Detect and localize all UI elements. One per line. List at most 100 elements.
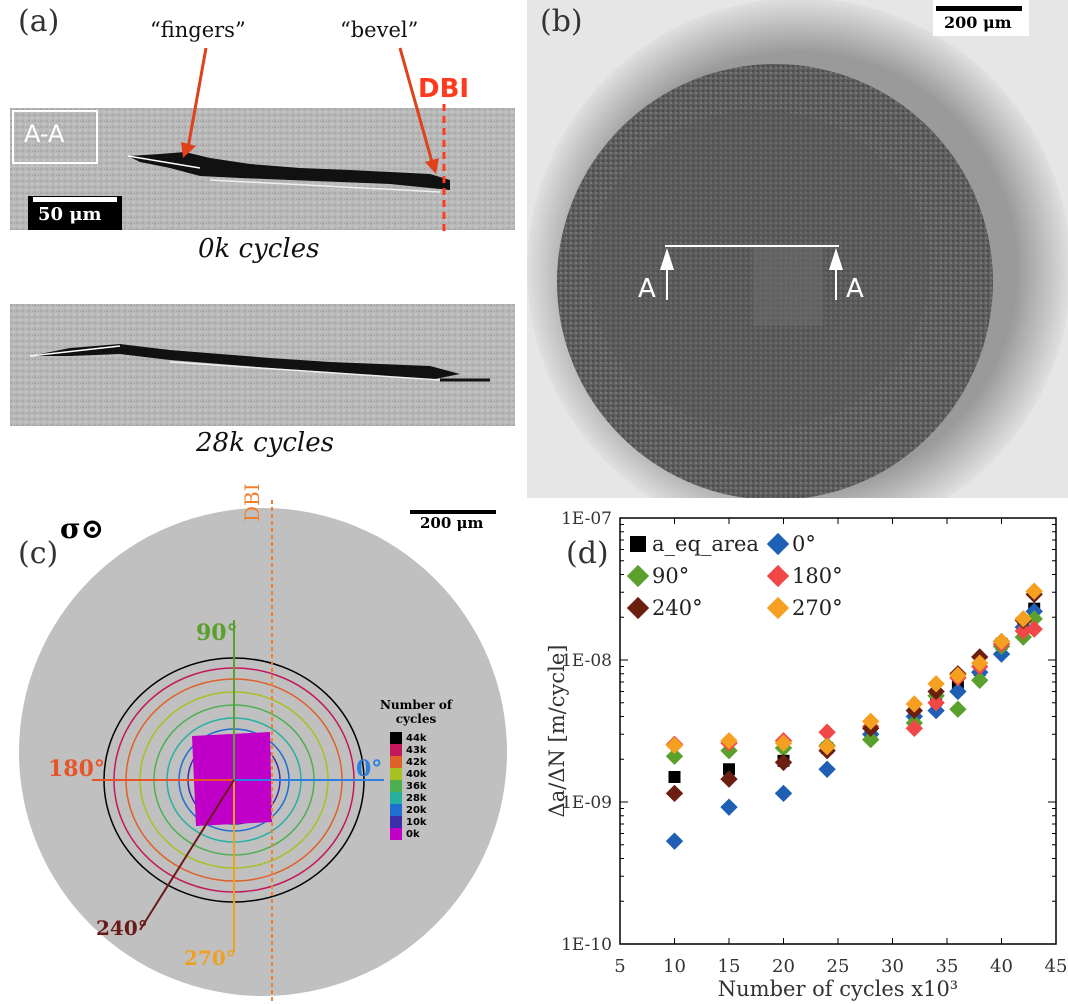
legend-swatch (390, 732, 402, 744)
fingers-annotation: “fingers” (150, 18, 246, 42)
panel-a-label: (a) (18, 4, 60, 39)
data-point-0° (665, 832, 684, 850)
x-tick-label: 5 (614, 956, 625, 977)
y-tick-label: 1E-07 (561, 509, 612, 529)
scale-bar-line-b (936, 6, 1022, 11)
legend-item-42k: 42k (390, 756, 456, 768)
legend-item-43k: 43k (390, 744, 456, 756)
x-tick-label: 45 (1045, 956, 1068, 977)
legend-marker-270° (766, 596, 790, 620)
legend-label-270°: 270° (792, 596, 843, 620)
legend-swatch (390, 768, 402, 780)
data-point-240° (774, 753, 793, 772)
legend-item-40k: 40k (390, 768, 456, 780)
legend-swatch (390, 792, 402, 804)
legend-swatch (390, 756, 402, 768)
legend-label-90°: 90° (652, 564, 689, 588)
legend-swatch (390, 744, 402, 756)
legend-label-240°: 240° (652, 596, 703, 620)
crack-front-map (19, 500, 507, 1004)
y-tick-label: 1E-09 (561, 793, 612, 813)
panel-b-label: (b) (540, 4, 583, 39)
legend-label: 20k (406, 804, 427, 816)
scale-label-200um-c: 200 μm (420, 514, 484, 532)
annotation-overlay-a (181, 47, 446, 232)
x-tick-label: 25 (827, 956, 850, 977)
panel-c-label: (c) (18, 536, 59, 571)
cycles-legend: Number of cycles 44k 43k 42k 40k 36k 28k 20k 10… (376, 698, 456, 840)
x-tick-label: 15 (718, 956, 741, 977)
dbi-label-c: DBI (240, 483, 264, 522)
data-point-270° (774, 734, 793, 752)
bevel-arrow (398, 47, 434, 163)
section-arrow-right (829, 248, 843, 270)
x-tick-label: 40 (990, 956, 1013, 977)
bevel-annotation: “bevel” (340, 18, 419, 42)
fingers-arrowhead (181, 142, 196, 158)
data-point-0° (720, 798, 738, 816)
legend-item-44k: 44k (390, 732, 456, 744)
bevel-arrowhead (425, 158, 439, 174)
plot-area (619, 517, 1057, 945)
data-point-270° (992, 632, 1011, 651)
scale-label-200um-b: 200 μm (944, 13, 1012, 32)
fracture-surface-sem (527, 0, 1068, 498)
legend-label: 10k (406, 816, 427, 828)
legend-marker-180° (766, 564, 790, 588)
scale-label-50um: 50 μm (38, 204, 102, 225)
data-point-a_eq_area (668, 770, 681, 783)
x-tick-label: 10 (663, 956, 686, 977)
fingers-arrow (186, 47, 208, 149)
angle-line-240 (139, 779, 235, 931)
legend-label: 43k (406, 744, 427, 756)
angle-label-270: 270° (184, 946, 236, 970)
section-label-a-right: A (846, 274, 864, 304)
legend-title-line-1: Number of (379, 698, 453, 712)
legend-item-0k: 0k (390, 828, 456, 840)
y-tick-label: 1E-08 (561, 651, 612, 671)
legend-item-20k: 20k (390, 804, 456, 816)
section-label-text: A-A (24, 120, 65, 148)
angle-label-0: 0° (356, 756, 383, 782)
legend-label-0°: 0° (792, 532, 816, 556)
legend-title-line-2: cycles (395, 712, 437, 726)
legend-label: 42k (406, 756, 427, 768)
data-point-270° (665, 736, 684, 755)
legend-item-36k: 36k (390, 780, 456, 792)
data-point-240° (720, 770, 738, 788)
section-line-overlay-b (660, 245, 843, 300)
scale-bar-frame (33, 197, 117, 202)
micrograph-28k-cycles (10, 304, 515, 426)
angle-label-90: 90° (196, 620, 238, 646)
data-point-90° (971, 671, 989, 689)
y-axis-label: Δa/ΔN [m/cycle] (545, 645, 569, 818)
legend-swatch (390, 816, 402, 828)
legend-items: 44k 43k 42k 40k 36k 28k 20k 10k 0k (376, 732, 456, 840)
data-point-90° (862, 730, 880, 749)
legend-item-10k: 10k (390, 816, 456, 828)
legend-label: 40k (406, 768, 427, 780)
panel-d-label: (d) (566, 536, 609, 571)
caption-0k-cycles: 0k cycles (198, 234, 320, 264)
legend-label: 36k (406, 780, 427, 792)
legend-label: 44k (406, 732, 427, 744)
x-tick-label: 35 (936, 956, 959, 977)
angle-label-240: 240° (96, 916, 148, 940)
y-tick-label: 1E-10 (561, 935, 612, 955)
dbi-label-a: DBI (418, 74, 470, 104)
legend-marker-a_eq_area (630, 536, 646, 552)
legend-label-a_eq_area: a_eq_area (652, 532, 759, 556)
x-tick-label: 20 (772, 956, 795, 977)
data-point-90° (665, 747, 684, 765)
legend-label: 0k (406, 828, 420, 840)
legend-swatch (390, 804, 402, 816)
section-label-box (12, 110, 98, 164)
data-point-240° (665, 784, 684, 803)
legend-swatch (390, 780, 402, 792)
crack-growth-rate-chart: 5 10 15 20 25 30 35 40 45 1E-10 1E-09 1E-08 1E-07 Num… (545, 509, 1068, 1001)
section-label-a-left: A (638, 274, 656, 304)
data-point-a_eq_area (723, 763, 735, 776)
x-axis-label: Number of cycles x10³ (718, 977, 958, 1001)
legend-marker-0° (766, 532, 790, 556)
legend-marker-90° (626, 564, 650, 588)
